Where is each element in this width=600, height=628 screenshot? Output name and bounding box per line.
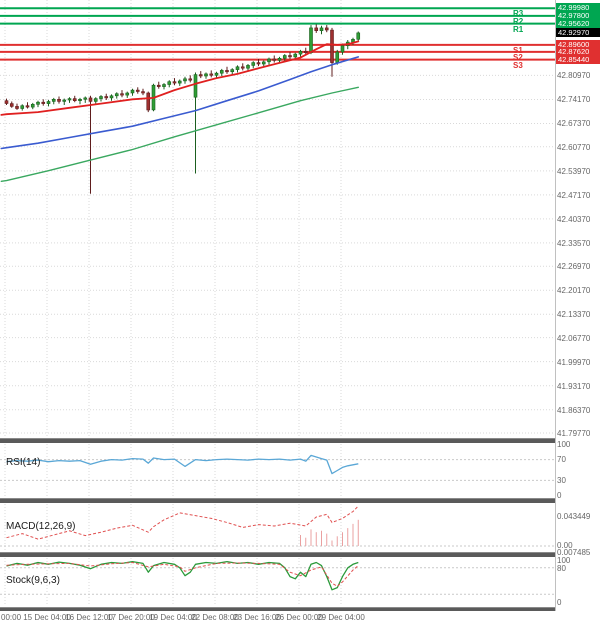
ma-slow-line [0, 86, 359, 183]
ma-fast-line [0, 40, 360, 116]
macd-plot [6, 505, 359, 546]
rsi-panel-title: RSI(14) [6, 457, 41, 468]
rsi-line [6, 454, 359, 475]
stoch-panel-title: Stock(9,6,3) [6, 575, 60, 586]
grid-lines [0, 0, 555, 606]
indicator-grid-lines [0, 459, 555, 595]
panel-separators [0, 438, 556, 611]
macd-panel-title: MACD(12,26,9) [6, 521, 76, 532]
stochastic-plot [6, 560, 359, 591]
pivot-lines [0, 7, 555, 61]
ma-mid-line [0, 56, 360, 150]
